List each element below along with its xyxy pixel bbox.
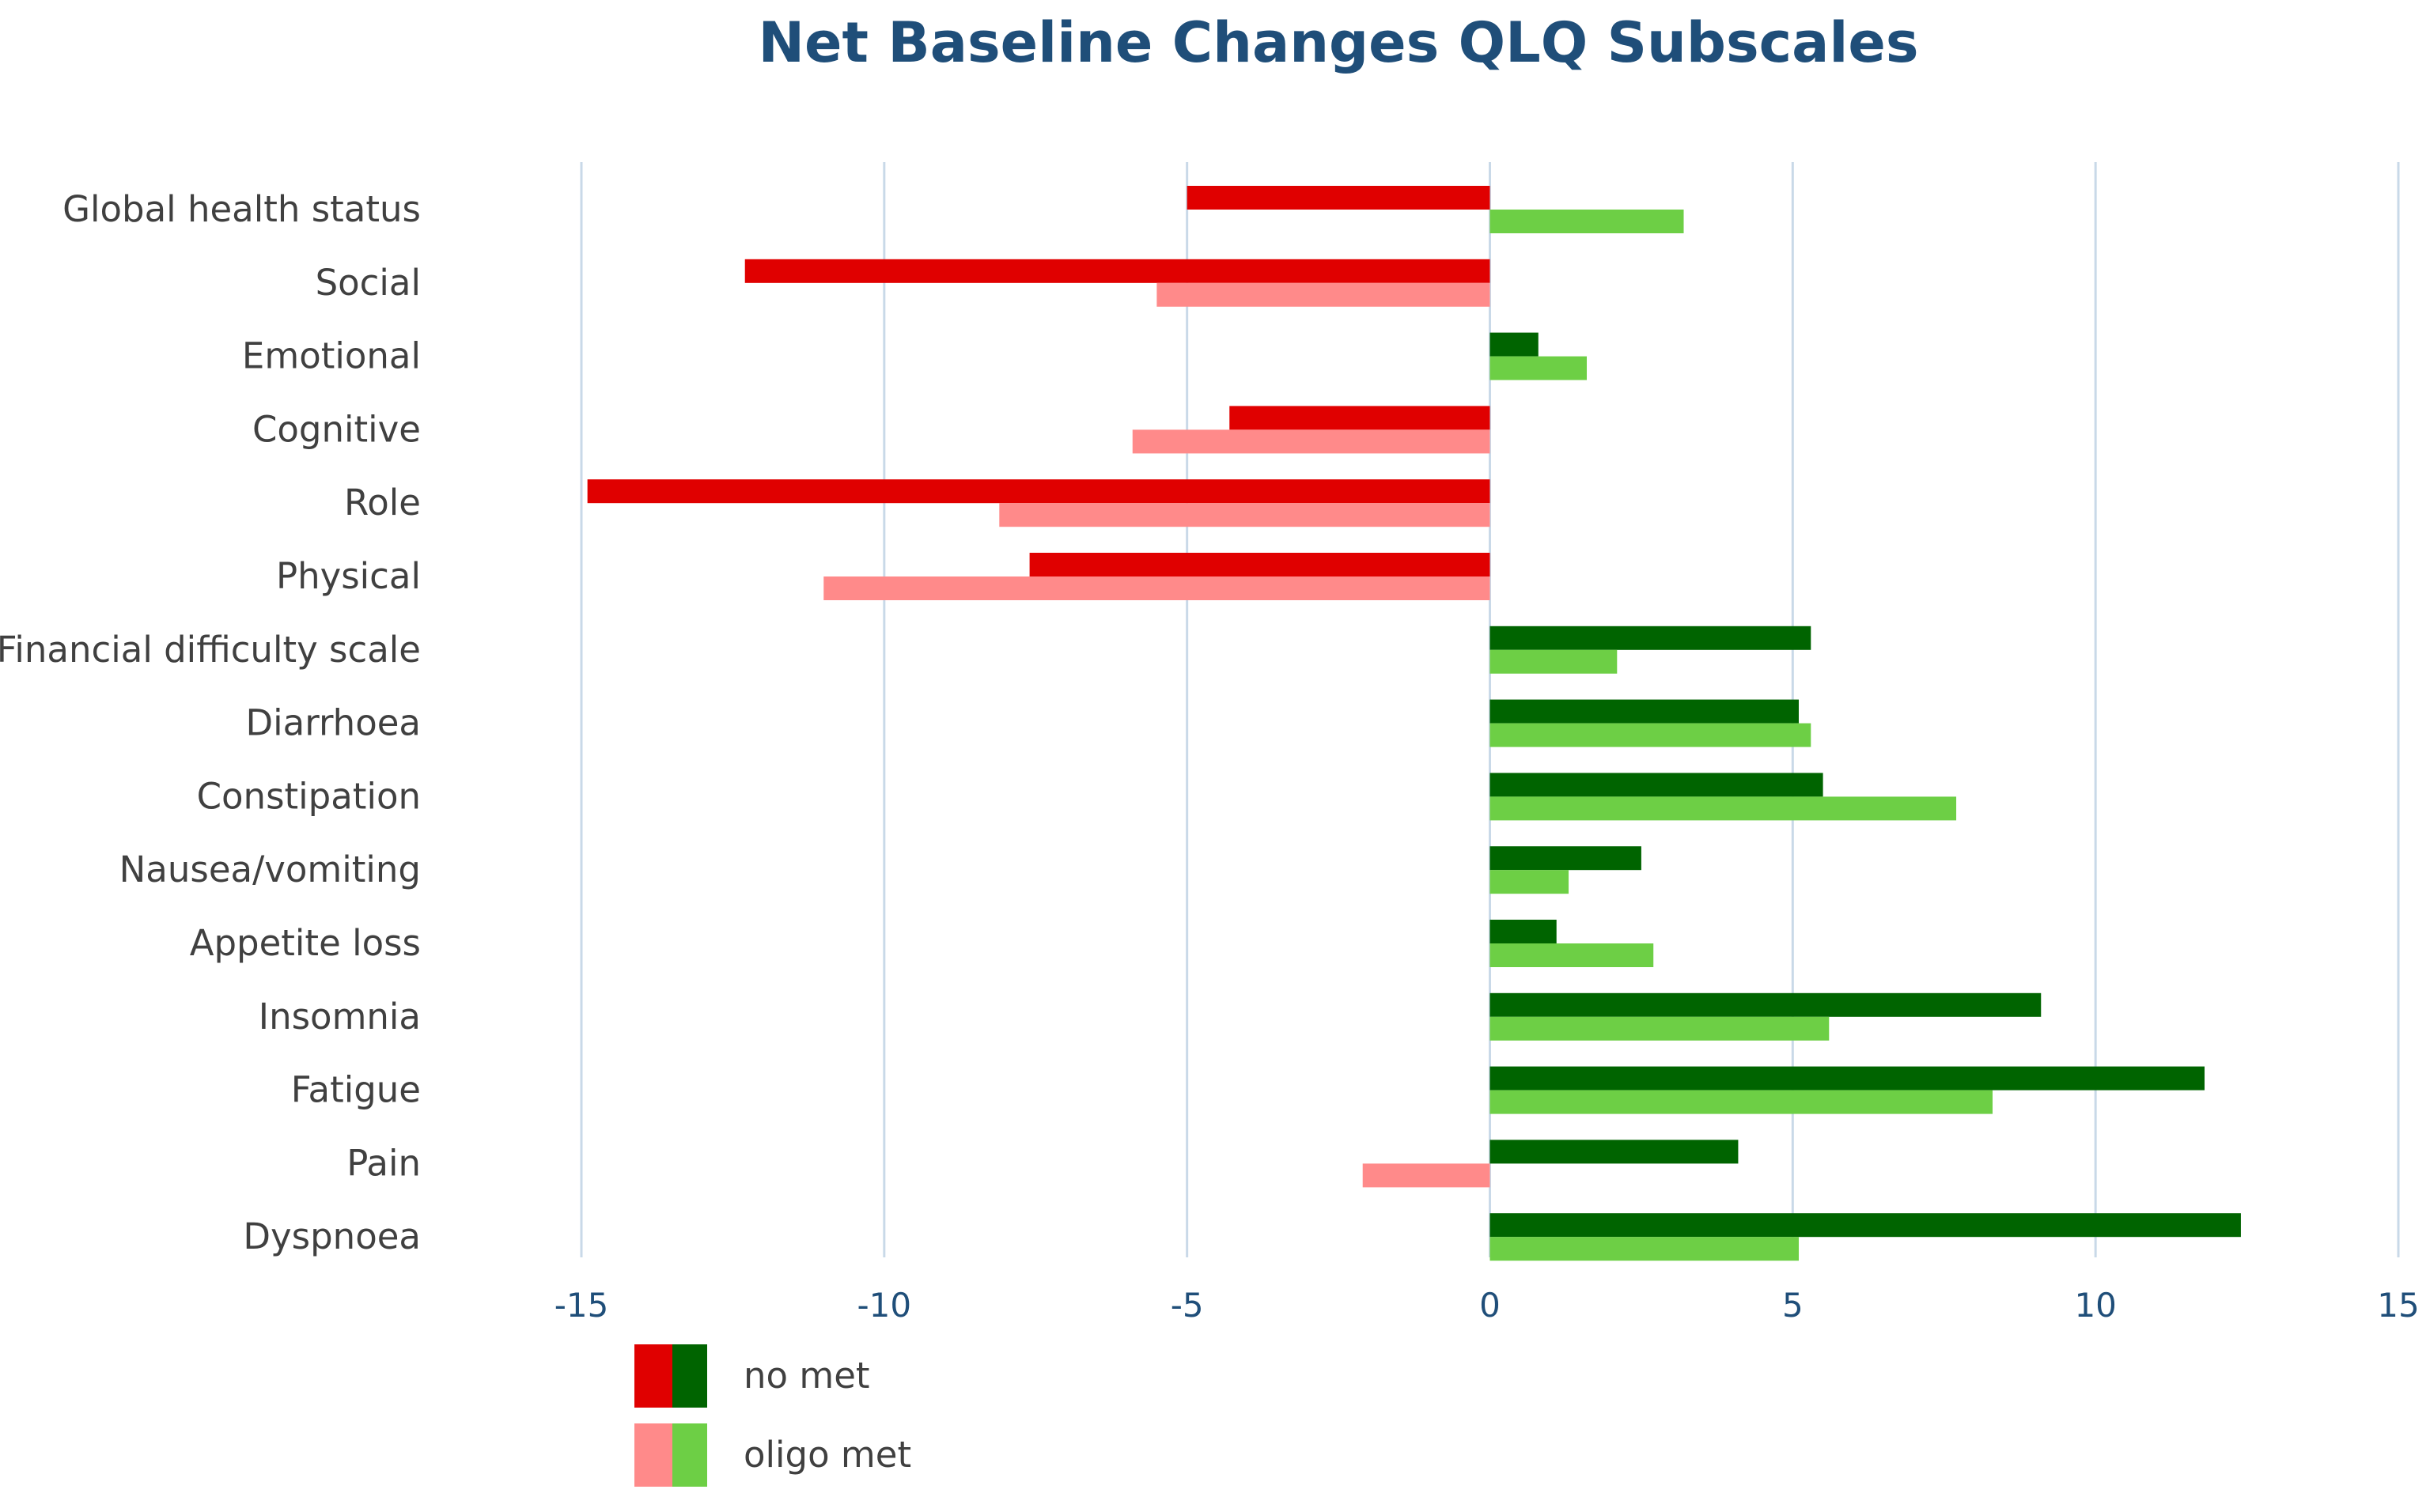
category-label-1: Social (316, 262, 421, 304)
category-label-12: Fatigue (291, 1069, 421, 1111)
category-label-8: Constipation (197, 775, 421, 817)
category-label-7: Diarrhoea (246, 702, 421, 744)
legend-label-0: no met (744, 1355, 870, 1397)
bar-no-met-10 (1489, 920, 1557, 943)
category-label-3: Cognitive (252, 408, 421, 450)
bar-oligo-met-12 (1489, 1090, 1993, 1114)
bar-oligo-met-5 (823, 576, 1490, 600)
bar-no-met-5 (1029, 553, 1490, 576)
category-label-11: Insomnia (259, 996, 421, 1038)
x-tick-label-5: 10 (2074, 1286, 2116, 1325)
category-label-2: Emotional (242, 335, 421, 377)
x-tick-label-4: 5 (1782, 1286, 1804, 1325)
bar-no-met-0 (1187, 186, 1490, 210)
bar-oligo-met-3 (1132, 429, 1490, 454)
x-tick-label-2: -5 (1171, 1286, 1204, 1325)
bar-no-met-3 (1229, 406, 1490, 430)
x-tick-label-0: -15 (555, 1286, 609, 1325)
category-label-10: Appetite loss (190, 922, 421, 964)
bar-no-met-8 (1489, 773, 1823, 797)
legend: no met oligo met (634, 1344, 911, 1487)
legend-swatch-positive-1 (672, 1423, 707, 1487)
category-label-9: Nausea/vomiting (119, 849, 421, 890)
bar-oligo-met-4 (999, 503, 1490, 527)
x-tick-label-6: 15 (2377, 1286, 2419, 1325)
bar-no-met-7 (1489, 699, 1799, 724)
legend-swatch-positive-0 (672, 1344, 707, 1408)
category-label-14: Dyspnoea (243, 1215, 421, 1257)
bar-oligo-met-13 (1362, 1163, 1490, 1188)
category-label-0: Global health status (62, 188, 421, 230)
chart-title: Net Baseline Changes QLQ Subscales (758, 10, 1918, 75)
bar-oligo-met-7 (1489, 723, 1811, 747)
bar-oligo-met-6 (1489, 649, 1618, 674)
bar-oligo-met-0 (1489, 210, 1684, 233)
bar-no-met-1 (744, 259, 1490, 283)
legend-item-no-met: no met (634, 1344, 870, 1408)
category-label-13: Pain (346, 1142, 421, 1184)
bar-no-met-9 (1489, 846, 1641, 871)
bar-oligo-met-14 (1489, 1237, 1799, 1261)
bar-oligo-met-11 (1489, 1016, 1830, 1041)
bar-oligo-met-10 (1489, 943, 1654, 967)
category-label-4: Role (344, 482, 421, 524)
x-tick-label-3: 0 (1479, 1286, 1501, 1325)
legend-item-oligo-met: oligo met (634, 1423, 911, 1487)
bar-oligo-met-9 (1489, 870, 1569, 894)
bar-no-met-11 (1489, 992, 2042, 1017)
bars (587, 186, 2241, 1261)
legend-swatch-negative-1 (634, 1423, 672, 1487)
bar-oligo-met-1 (1156, 282, 1490, 307)
x-axis-tick-labels: -15 -10 -5 0 5 10 15 (555, 1286, 2420, 1325)
x-tick-label-1: -10 (857, 1286, 912, 1325)
bar-no-met-13 (1489, 1140, 1739, 1164)
bar-no-met-2 (1489, 332, 1539, 357)
bar-oligo-met-8 (1489, 796, 1957, 821)
bar-no-met-14 (1489, 1213, 2241, 1238)
bar-no-met-12 (1489, 1066, 2205, 1091)
legend-swatch-negative-0 (634, 1344, 672, 1408)
category-label-5: Physical (276, 555, 421, 597)
legend-label-1: oligo met (744, 1434, 911, 1476)
bar-oligo-met-2 (1489, 356, 1588, 380)
category-labels: Global health status Social Emotional Cogni… (0, 188, 421, 1257)
category-label-6: Financial difficulty scale (0, 629, 421, 671)
bar-no-met-6 (1489, 626, 1811, 650)
bar-no-met-4 (587, 479, 1490, 504)
